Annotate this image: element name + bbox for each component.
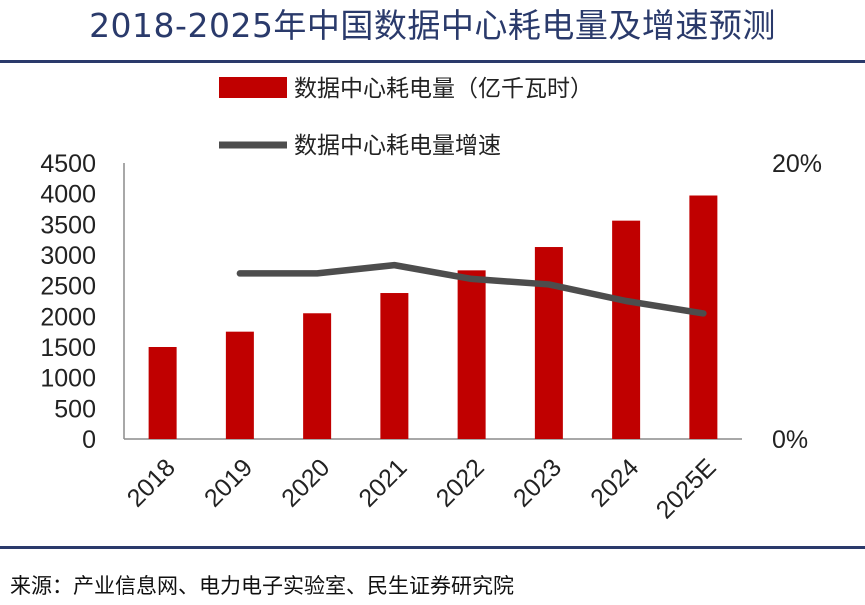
legend-swatch-bar: [219, 77, 287, 98]
y-tick-label-right: 0%: [772, 426, 808, 454]
bar: [534, 247, 563, 439]
legend-label-bar: 数据中心耗电量（亿千瓦时）: [294, 76, 593, 102]
y-tick-label-right: 20%: [772, 150, 822, 178]
bar: [225, 331, 254, 439]
legend-label-line: 数据中心耗电量增速: [294, 133, 501, 159]
x-tick-label: 2023: [508, 453, 567, 512]
bottom-divider: [0, 546, 865, 549]
bar: [689, 195, 718, 439]
bar: [148, 347, 177, 439]
x-tick-label: 2020: [276, 453, 335, 512]
y-tick-label-left: 500: [54, 395, 96, 423]
x-tick-label: 2019: [199, 453, 258, 512]
bar: [303, 313, 332, 439]
x-tick-label: 2025E: [651, 453, 722, 524]
chart-title: 2018-2025年中国数据中心耗电量及增速预测: [89, 6, 776, 45]
y-tick-label-left: 3500: [40, 211, 96, 239]
y-tick-label-left: 2000: [40, 303, 96, 331]
y-tick-label-left: 2500: [40, 273, 96, 301]
y-tick-label-left: 1500: [40, 334, 96, 362]
x-tick-label: 2018: [122, 453, 181, 512]
y-tick-label-left: 4000: [40, 181, 96, 209]
x-tick-label: 2024: [585, 453, 644, 512]
y-tick-label-left: 4500: [40, 150, 96, 178]
top-divider: [0, 60, 865, 63]
y-tick-label-left: 3000: [40, 242, 96, 270]
y-tick-label-left: 0: [82, 426, 96, 454]
legend: 数据中心耗电量（亿千瓦时） 数据中心耗电量增速: [219, 76, 593, 159]
x-tick-label: 2022: [431, 453, 490, 512]
bar: [612, 220, 641, 439]
x-tick-label: 2021: [353, 453, 412, 512]
series-line-growth: [236, 261, 707, 317]
source-note: 来源：产业信息网、电力电子实验室、民生证券研究院: [10, 574, 514, 598]
bar: [380, 293, 409, 439]
y-tick-label-left: 1000: [40, 365, 96, 393]
bar: [457, 270, 486, 439]
